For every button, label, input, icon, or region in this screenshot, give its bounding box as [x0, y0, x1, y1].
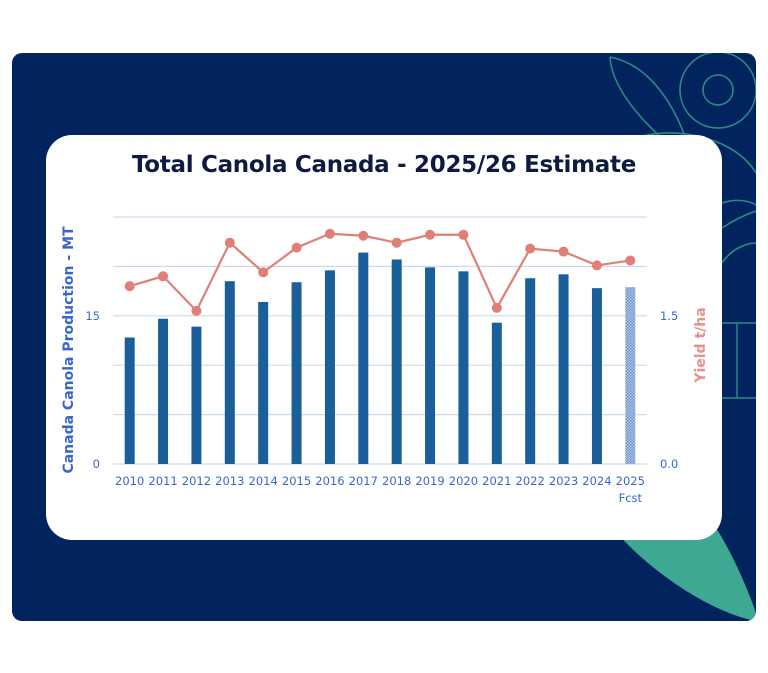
yield-point — [191, 305, 202, 316]
y2-tick-label: 1.5 — [660, 309, 678, 323]
x-tick-label: 2020 — [449, 474, 478, 488]
yield-point — [224, 237, 235, 248]
x-tick-label: 2012 — [182, 474, 211, 488]
yield-point — [425, 229, 436, 240]
x-tick-label: 2018 — [382, 474, 411, 488]
x-tick-label: 2010 — [115, 474, 144, 488]
x-tick-label: 2023 — [549, 474, 578, 488]
bar — [458, 271, 469, 464]
bar — [358, 252, 369, 464]
circle-outline-icon — [679, 53, 756, 129]
x-tick-label: 2022 — [516, 474, 545, 488]
bar — [224, 281, 235, 464]
x-tick-label: 2024 — [582, 474, 611, 488]
yield-point — [591, 260, 602, 271]
yield-point — [324, 228, 335, 239]
x-tick-sublabel: Fcst — [619, 491, 643, 505]
x-tick-label: 2017 — [349, 474, 378, 488]
yield-point — [258, 267, 269, 278]
y2-axis-title: Yield t/ha — [693, 307, 709, 383]
x-tick-label: 2019 — [415, 474, 444, 488]
bar-forecast — [625, 287, 636, 464]
circle-outline-icon — [702, 74, 734, 106]
bar — [324, 270, 335, 464]
yield-point — [291, 242, 302, 253]
y-tick-label: 15 — [85, 309, 100, 323]
bar — [591, 288, 602, 464]
bar — [558, 274, 569, 464]
yield-point — [558, 246, 569, 257]
y-tick-label: 0 — [93, 457, 100, 471]
y2-tick-label: 0.0 — [660, 457, 678, 471]
chart-title: Total Canola Canada - 2025/26 Estimate — [131, 152, 637, 178]
yield-point — [358, 230, 369, 241]
bar — [124, 337, 135, 464]
y-axis-title: Canada Canola Production - MT — [61, 226, 77, 474]
bar — [425, 267, 436, 464]
bar — [158, 318, 169, 464]
x-tick-label: 2016 — [315, 474, 344, 488]
x-tick-label: 2021 — [482, 474, 511, 488]
yield-point — [124, 281, 135, 292]
x-tick-label: 2011 — [148, 474, 177, 488]
bar — [258, 301, 269, 464]
bar — [191, 326, 202, 464]
bar — [391, 259, 402, 464]
yield-point — [458, 229, 469, 240]
x-tick-label: 2025 — [616, 474, 645, 488]
bar — [291, 282, 302, 464]
x-tick-label: 2013 — [215, 474, 244, 488]
yield-point — [625, 255, 636, 266]
yield-point — [525, 243, 536, 254]
x-tick-label: 2015 — [282, 474, 311, 488]
yield-point — [391, 237, 402, 248]
x-tick-label: 2014 — [249, 474, 278, 488]
yield-line — [129, 232, 631, 313]
bar — [491, 322, 502, 464]
yield-point — [491, 302, 502, 313]
bar — [525, 278, 536, 464]
yield-point — [158, 271, 169, 282]
